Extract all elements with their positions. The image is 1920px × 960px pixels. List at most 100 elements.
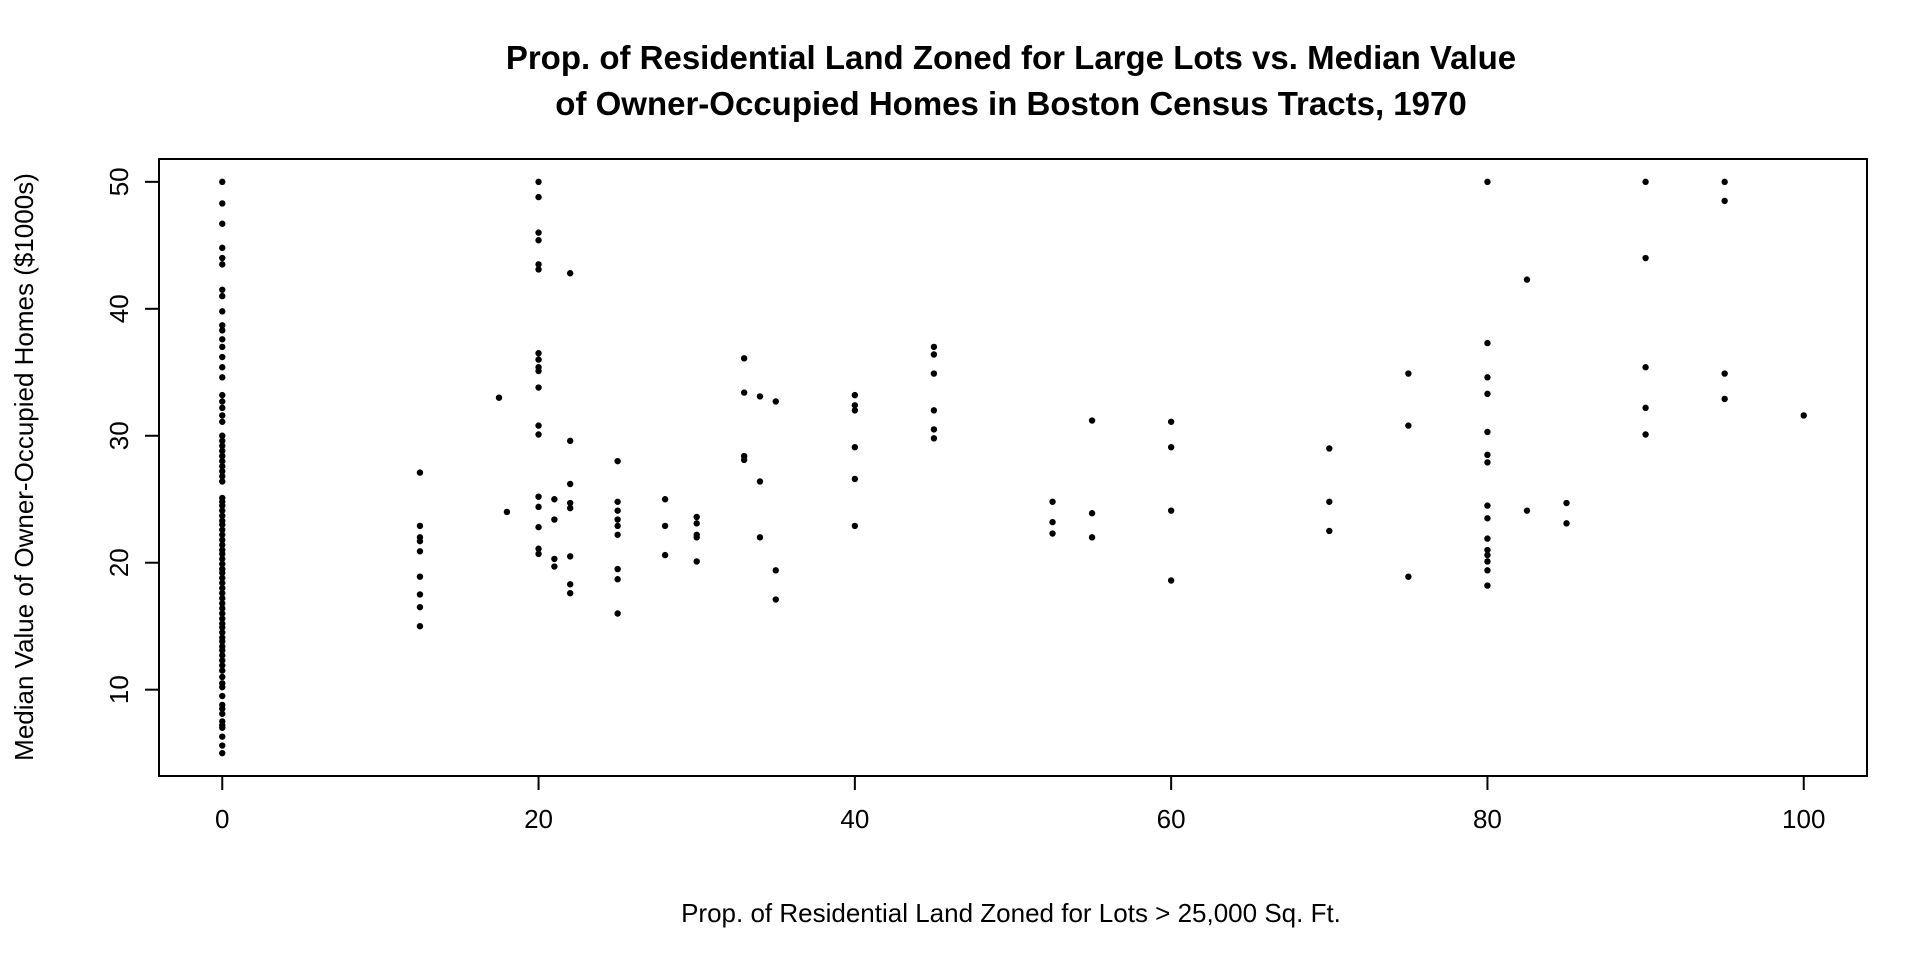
data-point	[219, 437, 226, 445]
data-point	[566, 480, 574, 488]
data-point	[614, 522, 621, 530]
y-axis: 10 20 30 40 50	[104, 167, 160, 704]
data-point	[219, 643, 226, 650]
data-point	[566, 504, 574, 512]
data-point	[1523, 276, 1531, 283]
data-point	[614, 457, 621, 465]
data-point	[219, 742, 226, 749]
data-point	[1326, 445, 1333, 452]
data-point	[1484, 567, 1491, 574]
x-tick-label: 80	[1473, 804, 1502, 834]
data-point	[566, 437, 574, 445]
data-point	[219, 662, 226, 669]
x-tick-label: 0	[215, 804, 229, 834]
data-point	[219, 178, 226, 186]
data-point	[756, 478, 764, 485]
data-point	[219, 398, 226, 405]
data-point	[219, 673, 226, 681]
data-point	[219, 749, 226, 757]
data-point	[219, 261, 226, 268]
data-point	[535, 266, 542, 273]
data-point	[756, 393, 764, 400]
data-point	[1523, 507, 1531, 514]
data-point	[219, 343, 226, 351]
data-point	[851, 522, 859, 530]
data-point	[219, 308, 226, 315]
data-point	[851, 407, 859, 414]
data-point	[219, 391, 226, 399]
data-point	[219, 615, 226, 622]
data-point	[1088, 534, 1096, 541]
data-point	[740, 355, 748, 362]
data-point	[693, 520, 700, 527]
data-point	[551, 563, 558, 570]
data-point	[495, 394, 503, 401]
x-tick-label: 100	[1782, 804, 1825, 834]
data-point	[1642, 254, 1649, 262]
data-point	[219, 327, 226, 334]
data-point	[693, 531, 700, 538]
data-point	[1721, 395, 1728, 403]
data-point	[1326, 527, 1333, 535]
data-point	[1405, 573, 1412, 580]
data-point	[535, 237, 542, 244]
chart-title-line-2: of Owner-Occupied Homes in Boston Census…	[555, 85, 1466, 122]
data-point	[661, 496, 669, 503]
data-point	[661, 551, 669, 559]
chart-title-line-1: Prop. of Residential Land Zoned for Larg…	[506, 39, 1516, 76]
data-point	[416, 548, 424, 555]
data-point	[219, 546, 226, 554]
data-point	[1721, 178, 1728, 186]
data-point	[416, 573, 424, 580]
data-point	[535, 193, 542, 201]
data-point	[219, 531, 226, 538]
data-point	[1642, 404, 1649, 412]
data-point	[219, 536, 226, 544]
data-point	[1800, 412, 1807, 419]
data-point	[219, 526, 226, 533]
data-point	[219, 286, 226, 293]
data-point	[1484, 178, 1491, 186]
data-point	[416, 603, 424, 611]
data-point	[416, 591, 424, 598]
data-point	[219, 244, 226, 252]
data-point	[614, 576, 621, 583]
data-point	[219, 560, 226, 568]
data-point	[416, 522, 424, 530]
data-point	[1049, 530, 1056, 537]
data-point	[219, 322, 226, 329]
data-point	[219, 292, 226, 300]
x-tick-label: 20	[524, 804, 553, 834]
data-point	[614, 531, 621, 538]
x-axis: 0 20 40 60 80 100	[215, 775, 1825, 834]
data-point	[535, 422, 542, 429]
data-point	[219, 507, 226, 514]
data-point	[930, 426, 938, 433]
y-axis-label: Median Value of Owner-Occupied Homes ($1…	[9, 173, 39, 761]
data-point	[219, 336, 226, 343]
data-point	[219, 701, 226, 709]
data-point	[1484, 451, 1491, 459]
data-point	[219, 600, 226, 607]
data-point	[1484, 546, 1491, 554]
data-point	[772, 596, 779, 603]
data-point	[1167, 507, 1175, 514]
data-point	[219, 432, 226, 439]
data-point	[1049, 498, 1056, 505]
data-point	[219, 652, 226, 659]
data-point	[219, 468, 226, 475]
data-point	[693, 513, 700, 521]
data-point	[219, 680, 226, 687]
data-point	[219, 447, 226, 455]
data-point	[1484, 551, 1491, 559]
data-point	[535, 523, 542, 531]
data-point	[1721, 370, 1728, 377]
data-point	[535, 431, 542, 438]
data-point	[219, 412, 226, 419]
data-point	[614, 516, 621, 523]
data-point	[219, 473, 226, 480]
data-point	[1642, 178, 1649, 186]
data-point	[614, 507, 621, 514]
data-point	[416, 469, 424, 476]
